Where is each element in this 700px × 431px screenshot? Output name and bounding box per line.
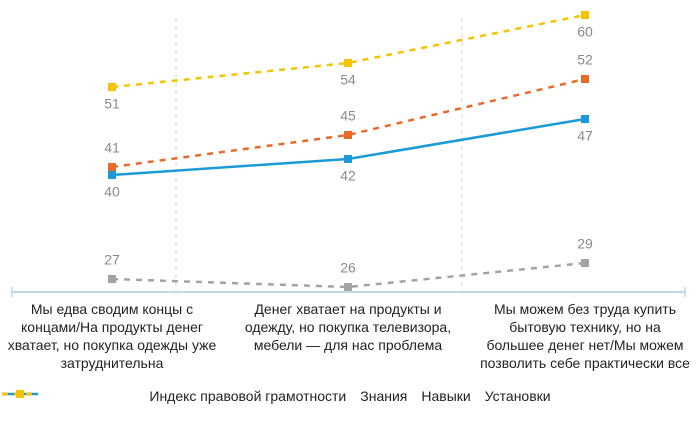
- legend-swatch: [2, 390, 38, 398]
- category-label: Денег хватает на продукты и одежду, но п…: [244, 301, 452, 353]
- marker: [344, 59, 352, 67]
- legend-marker: [16, 390, 24, 398]
- data-label: 40: [104, 184, 120, 200]
- data-label: 60: [577, 24, 593, 40]
- data-label: 54: [340, 72, 356, 88]
- series-line: [111, 117, 586, 177]
- legend-label: Установки: [484, 388, 551, 404]
- legend: Индекс правовой грамотности Знания Навыки У…: [0, 388, 700, 404]
- marker: [581, 115, 589, 123]
- marker: [581, 11, 589, 19]
- marker: [581, 75, 589, 83]
- data-label: 26: [340, 260, 356, 276]
- data-label: 45: [340, 108, 356, 124]
- marker: [344, 131, 352, 139]
- legend-label: Знания: [360, 388, 408, 404]
- legend-item: Индекс правовой грамотности: [2, 388, 347, 404]
- chart: 40 42 47 41 45 52 27 26 29 51 54 60: [11, 11, 686, 297]
- data-label: 52: [577, 52, 593, 68]
- category-label: Мы едва сводим концы с концами/На продук…: [7, 301, 217, 371]
- legend-item: Знания: [2, 388, 408, 404]
- data-label: 29: [577, 236, 593, 252]
- marker: [581, 259, 589, 267]
- marker: [344, 283, 352, 291]
- marker: [344, 155, 352, 163]
- data-label: 51: [104, 96, 120, 112]
- data-label: 41: [104, 140, 120, 156]
- category-label: Мы можем без труда купить бытовую техник…: [480, 301, 690, 371]
- marker: [108, 275, 116, 283]
- legend-item: Установки: [2, 388, 551, 404]
- series-line: [111, 77, 586, 169]
- marker: [108, 83, 116, 91]
- series-line: [111, 13, 586, 89]
- legend-label: Индекс правовой грамотности: [149, 388, 347, 404]
- data-label: 42: [340, 168, 356, 184]
- legend-item: Навыки: [2, 388, 471, 404]
- marker: [108, 171, 116, 179]
- marker: [108, 163, 116, 171]
- data-label: 47: [577, 128, 593, 144]
- data-label: 27: [104, 252, 120, 268]
- legend-label: Навыки: [421, 388, 471, 404]
